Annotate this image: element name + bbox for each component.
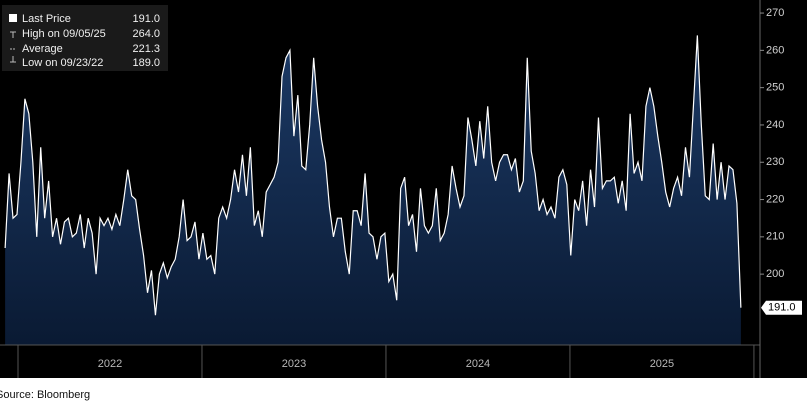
x-tick-label: 2022 — [98, 358, 122, 370]
legend-label: Average — [22, 43, 63, 55]
legend-box — [2, 5, 168, 71]
area — [5, 35, 741, 346]
last-price-pointer — [761, 300, 802, 315]
plot-area — [4, 35, 742, 346]
y-tick-label: 240 — [766, 119, 784, 131]
legend-label: Last Price — [22, 13, 71, 25]
x-tick-label: 2023 — [282, 358, 306, 370]
legend-label: High on 09/05/25 — [22, 28, 106, 40]
legend-value: 191.0 — [132, 13, 160, 25]
y-tick-label: 260 — [766, 44, 784, 56]
y-tick-label: 220 — [766, 193, 784, 205]
legend-value: 264.0 — [132, 28, 160, 40]
legend-label: Low on 09/23/22 — [22, 57, 103, 69]
y-tick-label: 270 — [766, 7, 784, 19]
last-price-label: 191.0 — [768, 302, 796, 314]
legend-value: 221.3 — [132, 43, 160, 55]
legend: Last Price 191.0 High on 09/05/25 264.0 … — [2, 5, 168, 71]
y-tick-label: 210 — [766, 231, 784, 243]
line — [4, 35, 742, 316]
x-tick-label: 2024 — [466, 358, 490, 370]
legend-low-icon — [10, 56, 16, 63]
y-tick-label: 250 — [766, 82, 784, 94]
legend-swatch — [9, 14, 17, 22]
x-tick-label: 2025 — [650, 358, 674, 370]
y-tick-label: 230 — [766, 156, 784, 168]
legend-value: 189.0 — [132, 57, 160, 69]
source-note: Source: Bloomberg — [0, 389, 90, 401]
legend-high-icon — [10, 31, 16, 38]
y-tick-label: 200 — [766, 268, 784, 280]
